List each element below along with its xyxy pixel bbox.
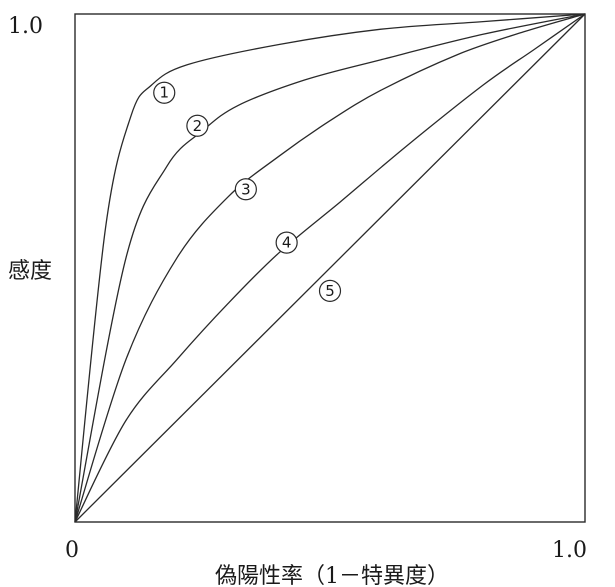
y-tick-label-top: 1.0 [8,14,43,39]
curve-marker-5: 5 [318,279,342,302]
plot-frame [74,13,586,523]
x-tick-label-end: 1.0 [552,538,587,563]
roc-curve-3 [74,13,586,523]
curve-marker-label-5: 5 [325,282,335,300]
curve-marker-circle-5 [318,279,342,302]
curves-layer [74,13,586,523]
curve-marker-label-1: 1 [159,84,169,102]
roc-curve-4 [74,13,586,523]
curve-marker-label-2: 2 [193,117,203,135]
roc-curve-1 [74,13,586,523]
x-axis-label: 偽陽性率（1－特異度） [215,564,449,587]
curve-marker-circle-1 [153,81,176,104]
curve-marker-1: 1 [153,81,176,104]
x-tick-label-origin: 0 [65,538,79,563]
curve-marker-circle-3 [234,178,257,201]
curve-marker-label-4: 4 [282,234,292,252]
curve-marker-4: 4 [275,231,298,254]
curve-marker-label-3: 3 [241,180,251,198]
roc-curve-2 [74,13,586,523]
curve-markers-layer: 1 2 3 4 5 [153,81,342,302]
curve-marker-3: 3 [234,178,257,201]
curve-marker-circle-4 [275,231,298,254]
curve-marker-circle-2 [186,114,209,137]
curve-marker-2: 2 [186,114,209,137]
y-axis-label: 感度 [8,259,52,284]
roc-curve-5 [74,13,586,523]
